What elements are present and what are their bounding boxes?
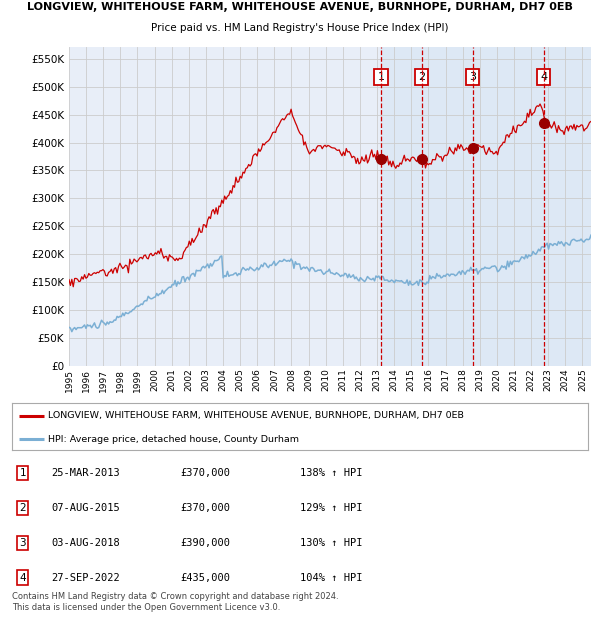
Text: LONGVIEW, WHITEHOUSE FARM, WHITEHOUSE AVENUE, BURNHOPE, DURHAM, DH7 0EB: LONGVIEW, WHITEHOUSE FARM, WHITEHOUSE AV… (27, 2, 573, 12)
Text: £390,000: £390,000 (180, 538, 230, 548)
Text: £370,000: £370,000 (180, 468, 230, 478)
Text: 3: 3 (469, 72, 476, 82)
Text: 138% ↑ HPI: 138% ↑ HPI (300, 468, 362, 478)
Text: HPI: Average price, detached house, County Durham: HPI: Average price, detached house, Coun… (48, 435, 299, 444)
Text: 07-AUG-2015: 07-AUG-2015 (51, 503, 120, 513)
Text: 129% ↑ HPI: 129% ↑ HPI (300, 503, 362, 513)
Text: 03-AUG-2018: 03-AUG-2018 (51, 538, 120, 548)
Text: £435,000: £435,000 (180, 573, 230, 583)
Text: 4: 4 (540, 72, 547, 82)
Text: 104% ↑ HPI: 104% ↑ HPI (300, 573, 362, 583)
Text: 2: 2 (19, 503, 26, 513)
Text: 25-MAR-2013: 25-MAR-2013 (51, 468, 120, 478)
Text: £370,000: £370,000 (180, 503, 230, 513)
Text: 1: 1 (377, 72, 385, 82)
Text: LONGVIEW, WHITEHOUSE FARM, WHITEHOUSE AVENUE, BURNHOPE, DURHAM, DH7 0EB: LONGVIEW, WHITEHOUSE FARM, WHITEHOUSE AV… (48, 411, 464, 420)
Text: 2: 2 (418, 72, 425, 82)
Bar (381, 46, 591, 366)
Text: 4: 4 (19, 573, 26, 583)
Text: 130% ↑ HPI: 130% ↑ HPI (300, 538, 362, 548)
Text: Price paid vs. HM Land Registry's House Price Index (HPI): Price paid vs. HM Land Registry's House … (151, 23, 449, 33)
Text: Contains HM Land Registry data © Crown copyright and database right 2024.
This d: Contains HM Land Registry data © Crown c… (12, 592, 338, 611)
Text: 3: 3 (19, 538, 26, 548)
Text: 27-SEP-2022: 27-SEP-2022 (51, 573, 120, 583)
Text: 1: 1 (19, 468, 26, 478)
